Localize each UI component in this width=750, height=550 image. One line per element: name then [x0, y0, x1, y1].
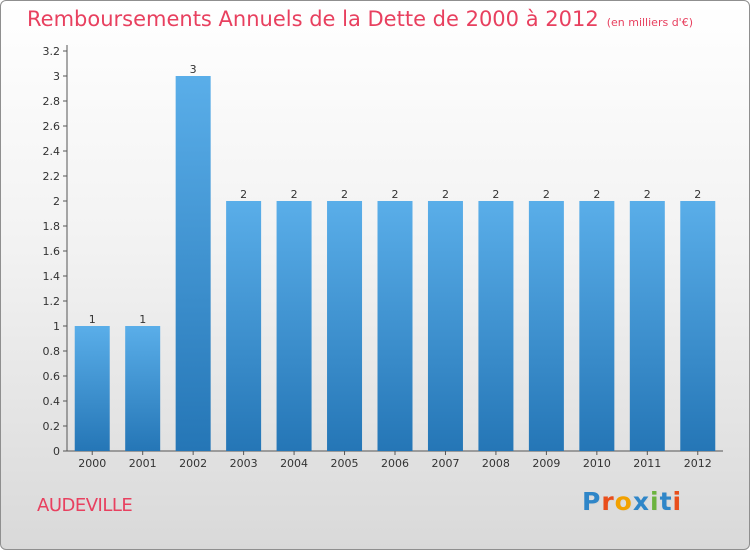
y-tick-label: 3 [53, 70, 60, 83]
logo-letter: i [650, 487, 660, 516]
logo-letter: o [614, 487, 633, 516]
x-tick-label-2007: 2007 [431, 457, 459, 470]
data-label-2011: 2 [644, 188, 651, 201]
y-tick-label: 2.4 [43, 145, 61, 158]
title-text: Remboursements Annuels de la Dette de 20… [27, 7, 599, 31]
data-label-2004: 2 [291, 188, 298, 201]
y-tick-label: 1.2 [43, 295, 61, 308]
unit-label: (en milliers d'€) [606, 16, 693, 29]
x-tick-label-2011: 2011 [633, 457, 661, 470]
bar-2004 [276, 201, 312, 451]
commune-name: AUDEVILLE [37, 495, 133, 516]
y-tick-label: 0.2 [43, 420, 61, 433]
logo-letter: x [632, 487, 650, 516]
bar-2002 [175, 76, 211, 451]
bar-2011 [629, 201, 665, 451]
x-tick-label-2009: 2009 [532, 457, 560, 470]
y-tick-label: 1.4 [43, 270, 61, 283]
y-tick-label: 0.8 [43, 345, 61, 358]
proxiti-logo: Proxiti [582, 487, 682, 516]
bar-2006 [377, 201, 413, 451]
y-tick-label: 1.8 [43, 220, 61, 233]
data-label-2005: 2 [341, 188, 348, 201]
x-tick-label-2005: 2005 [331, 457, 359, 470]
data-label-2007: 2 [442, 188, 449, 201]
x-tick-label-2003: 2003 [230, 457, 258, 470]
bar-2000 [74, 326, 110, 451]
x-tick-label-2000: 2000 [78, 457, 106, 470]
bar-2001 [125, 326, 161, 451]
y-tick-label: 2.8 [43, 95, 61, 108]
x-tick-label-2010: 2010 [583, 457, 611, 470]
y-tick-label: 0.4 [43, 395, 61, 408]
bar-2003 [226, 201, 262, 451]
chart-title: Remboursements Annuels de la Dette de 20… [27, 7, 693, 31]
x-tick-label-2006: 2006 [381, 457, 409, 470]
x-tick-label-2008: 2008 [482, 457, 510, 470]
logo-letter: i [672, 487, 683, 516]
data-label-2009: 2 [543, 188, 550, 201]
logo-letter: r [601, 487, 615, 516]
y-tick-label: 3.2 [43, 45, 61, 58]
data-label-2010: 2 [593, 188, 600, 201]
y-tick-label: 2 [53, 195, 60, 208]
data-label-2000: 1 [89, 313, 96, 326]
data-label-2006: 2 [392, 188, 399, 201]
y-tick-label: 2.6 [43, 120, 61, 133]
bar-2005 [327, 201, 363, 451]
data-label-2003: 2 [240, 188, 247, 201]
x-tick-label-2001: 2001 [129, 457, 157, 470]
bar-2007 [427, 201, 463, 451]
x-tick-label-2002: 2002 [179, 457, 207, 470]
bar-2008 [478, 201, 514, 451]
x-tick-label-2004: 2004 [280, 457, 308, 470]
x-tick-label-2012: 2012 [684, 457, 712, 470]
bar-2012 [680, 201, 716, 451]
y-tick-label: 1 [53, 320, 60, 333]
data-label-2012: 2 [694, 188, 701, 201]
data-label-2002: 3 [190, 63, 197, 76]
y-tick-label: 1.6 [43, 245, 61, 258]
data-label-2001: 1 [139, 313, 146, 326]
bar-2010 [579, 201, 615, 451]
logo-letter: t [659, 487, 673, 516]
y-tick-label: 2.2 [43, 170, 61, 183]
logo-letter: P [582, 487, 602, 516]
data-label-2008: 2 [492, 188, 499, 201]
bar-2009 [528, 201, 564, 451]
y-tick-label: 0.6 [43, 370, 61, 383]
y-tick-label: 0 [53, 445, 60, 458]
